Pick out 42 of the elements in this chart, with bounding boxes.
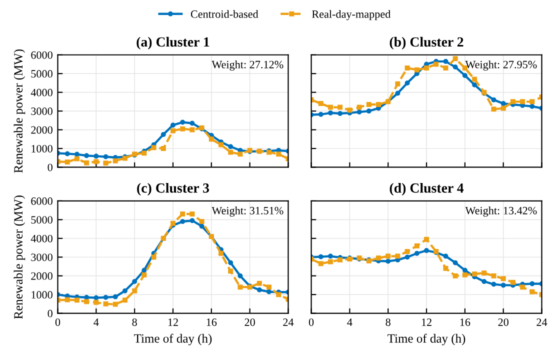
annotation: Weight: 31.51% [212,206,284,217]
y-tick-label: 1000 [32,144,52,152]
x-tick-label: 8 [386,318,390,326]
legend-label: Centroid-based [190,10,258,18]
chart-title: (c) Cluster 3 [137,182,210,196]
y-tick-label: 5000 [31,216,52,224]
annotation: Weight: 13.42% [465,206,537,217]
x-tick-label: 4 [94,318,99,326]
x-tick-label: 0 [55,318,60,326]
y-tick-label: 4000 [30,234,52,242]
x-tick-label: 0 [308,318,314,326]
x-tick-label: 24 [283,318,294,326]
x-tick-label: 12 [422,318,432,326]
chart-title: (a) Cluster 1 [136,36,210,50]
annotation: Weight: 27.95% [465,60,537,71]
y-tick-label: 3000 [31,254,52,262]
x-tick-label: 24 [536,318,548,326]
annotation: Weight: 27.12% [212,60,284,71]
y-tick-label: 4000 [30,88,52,96]
y-tick-label: 0 [48,164,52,172]
y-tick-label: 2000 [31,126,52,134]
x-tick-label: 20 [244,318,255,326]
chart-title: (d) Cluster 4 [390,182,464,196]
x-tick-label: 12 [168,318,178,326]
x-tick-label: 20 [498,318,508,326]
x-tick-label: 4 [347,318,352,326]
chart-title: (b) Cluster 2 [390,36,464,50]
x-tick-label: 16 [460,318,470,326]
y-tick-label: 0 [48,310,52,318]
x-tick-label: 8 [132,318,137,326]
y-axis-title: Renewable power (MW) [14,196,26,319]
y-tick-label: 6000 [31,51,52,59]
y-axis-title: Renewable power (MW) [14,49,26,173]
y-tick-label: 3000 [31,108,52,116]
x-tick-label: 16 [206,318,217,326]
y-tick-label: 6000 [31,197,52,205]
y-tick-label: 1000 [32,291,52,299]
legend-label: Real-day-mapped [312,10,391,20]
y-tick-label: 5000 [31,70,52,78]
y-tick-label: 2000 [31,272,52,280]
x-axis-title: Time of day (h) [134,334,212,346]
x-axis-title: Time of day (h) [388,334,466,346]
